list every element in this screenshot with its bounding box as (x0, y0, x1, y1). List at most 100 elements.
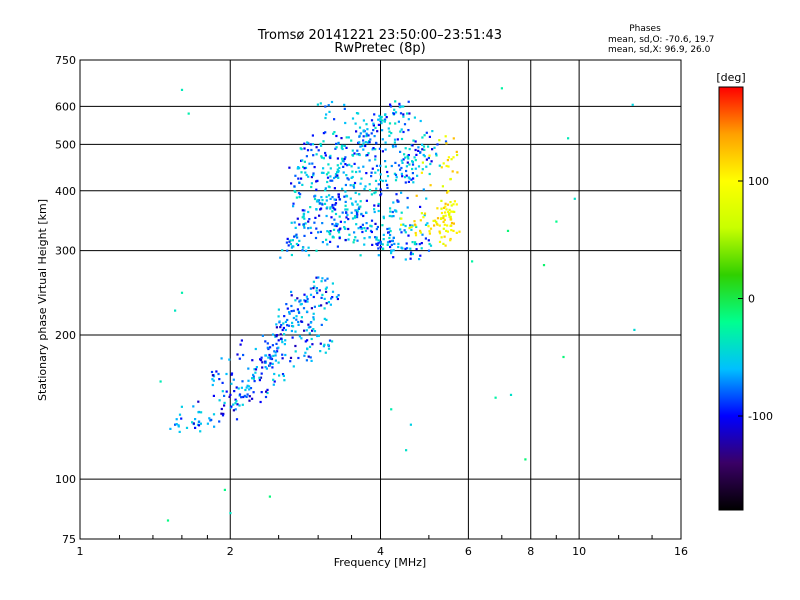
data-point-203 (281, 373, 285, 376)
data-point-1077 (361, 230, 364, 234)
data-point-796 (407, 176, 410, 179)
data-point-206 (326, 277, 329, 280)
data-point-77 (251, 377, 254, 380)
data-point-693 (410, 228, 413, 231)
data-point-163 (272, 354, 275, 357)
data-point-1097 (451, 210, 455, 213)
data-point-735 (347, 218, 350, 221)
data-point-650 (355, 212, 359, 215)
data-point-595 (401, 247, 404, 250)
data-point-121 (319, 342, 322, 345)
data-point-47 (215, 370, 218, 373)
x-tick-label-5: 10 (572, 545, 586, 558)
data-point-780 (334, 198, 337, 201)
data-point-387 (407, 100, 410, 103)
data-point-1186 (435, 222, 439, 225)
data-point-848 (286, 237, 289, 240)
data-points (159, 87, 636, 522)
data-point-482 (344, 200, 347, 203)
data-point-388 (303, 160, 306, 163)
data-point-612 (321, 222, 324, 225)
data-point-694 (400, 159, 403, 162)
data-point-1025 (359, 225, 362, 229)
data-point-622 (343, 157, 346, 161)
data-point-857 (405, 242, 408, 245)
data-point-929 (370, 193, 373, 196)
data-point-451 (364, 141, 367, 144)
data-point-1040 (311, 143, 315, 146)
data-point-750 (279, 256, 282, 259)
data-point-1042 (298, 196, 301, 199)
data-point-167 (300, 316, 303, 319)
data-point-608 (334, 202, 338, 205)
data-point-1195 (223, 488, 226, 491)
data-point-1211 (562, 355, 565, 359)
data-point-52 (316, 334, 319, 338)
data-point-209 (277, 315, 280, 318)
data-point-908 (388, 240, 391, 243)
data-point-412 (390, 243, 393, 246)
data-point-988 (344, 208, 347, 211)
data-point-520 (379, 118, 382, 121)
data-point-1082 (444, 214, 447, 217)
data-point-872 (381, 247, 384, 250)
data-point-456 (379, 173, 382, 176)
data-point-267 (220, 357, 223, 360)
data-point-851 (383, 120, 386, 123)
data-point-1143 (452, 222, 455, 225)
data-point-807 (310, 185, 313, 189)
data-point-310 (211, 383, 214, 387)
data-point-1000 (336, 164, 339, 167)
axis-ticks: 1 2 4 6 8 10 16 75 100 200 300 400 500 600 750 (55, 54, 688, 558)
data-point-672 (421, 168, 424, 171)
data-point-42 (289, 360, 292, 363)
data-point-1084 (452, 203, 455, 206)
data-point-1094 (449, 201, 452, 204)
data-point-669 (425, 131, 428, 134)
data-point-562 (384, 160, 387, 163)
data-point-44 (313, 285, 316, 288)
data-point-364 (410, 178, 413, 181)
data-point-49 (318, 304, 321, 307)
data-point-758 (384, 113, 387, 116)
data-point-570 (415, 248, 418, 251)
data-point-751 (394, 111, 398, 114)
data-point-556 (425, 197, 428, 200)
data-point-778 (329, 233, 332, 236)
data-point-517 (386, 183, 389, 186)
data-point-23 (261, 361, 264, 364)
data-point-98 (298, 311, 301, 314)
data-point-204 (221, 381, 224, 384)
data-point-120 (264, 340, 267, 343)
data-point-325 (198, 420, 201, 423)
x-tick-label-6: 16 (674, 545, 688, 558)
data-point-269 (272, 378, 275, 381)
data-point-185 (236, 403, 239, 406)
data-point-151 (313, 305, 316, 308)
data-point-1080 (419, 229, 422, 232)
data-point-775 (294, 190, 297, 193)
data-point-274 (260, 359, 263, 362)
data-point-93 (254, 371, 257, 374)
data-point-588 (288, 240, 291, 243)
data-point-1204 (509, 393, 513, 396)
data-point-845 (375, 187, 378, 190)
data-point-324 (310, 337, 313, 341)
data-point-230 (285, 303, 288, 306)
data-point-637 (334, 203, 337, 206)
data-point-92 (228, 358, 231, 361)
data-point-30 (281, 357, 284, 360)
data-point-864 (430, 160, 433, 163)
data-point-948 (373, 192, 376, 195)
data-point-252 (271, 344, 274, 347)
data-point-1179 (455, 203, 458, 206)
data-point-519 (317, 231, 320, 234)
data-point-923 (358, 153, 361, 157)
data-point-1197 (166, 519, 170, 522)
data-point-965 (368, 141, 371, 144)
data-point-863 (368, 188, 372, 192)
data-point-1107 (419, 231, 422, 234)
data-point-392 (410, 251, 413, 254)
data-point-165 (310, 307, 313, 310)
data-point-571 (331, 196, 334, 199)
